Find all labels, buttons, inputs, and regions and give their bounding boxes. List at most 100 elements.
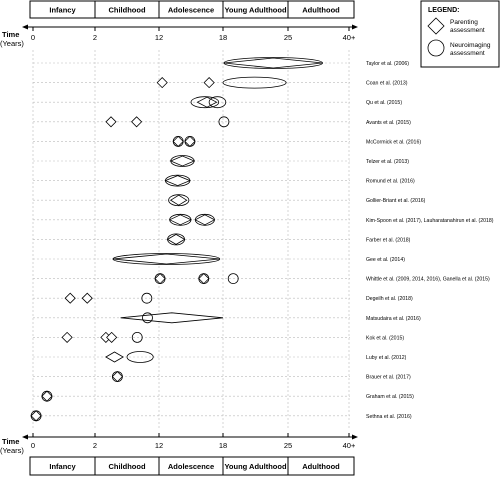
parenting-assessment-mark: [64, 292, 76, 304]
study-label: Qu et al. (2015): [366, 100, 402, 106]
stage-label-adulthood: Adulthood: [302, 6, 340, 15]
bottom-time-label: Time: [2, 437, 19, 446]
parenting-assessment-mark: [169, 194, 188, 206]
tick-label: 2: [93, 441, 97, 450]
study-label: Farber et al. (2018): [366, 237, 411, 243]
study-row: Kok et al. (2015): [33, 331, 404, 343]
study-label: Avants et al. (2015): [366, 120, 411, 126]
bottom-stage-bar-frame: [29, 456, 355, 476]
top-ticks: 0 2 12 18 25 40+: [31, 27, 356, 42]
study-label: Telzer et al. (2013): [366, 159, 409, 165]
neuroimaging-assessment-mark: [222, 76, 287, 89]
study-label: Gee et al. (2014): [366, 257, 405, 263]
study-label: Graham et al. (2015): [366, 394, 414, 400]
study-row: Telzer et al. (2013): [33, 155, 409, 167]
tick-label: 12: [155, 33, 163, 42]
study-label: Kim-Spoon et al. (2017), Lauharatanahiru…: [366, 218, 494, 224]
top-axis-arrow-right: [352, 24, 358, 30]
study-label: Kok et al. (2015): [366, 335, 404, 341]
study-label: Whittle et al. (2009, 2014, 2016), Ganel…: [366, 277, 490, 283]
legend-diamond-icon: [427, 17, 445, 35]
legend-parenting-label: Parenting: [450, 19, 478, 26]
neuroimaging-assessment-mark: [154, 273, 166, 285]
study-row: Sethna et al. (2016): [30, 410, 412, 422]
parenting-assessment-mark: [120, 312, 224, 324]
stage-label-infancy: Infancy: [49, 6, 76, 15]
parenting-assessment-mark: [61, 331, 73, 343]
neuroimaging-assessment-mark: [184, 135, 196, 147]
study-rows: Taylor et al. (2006) Coan et al. (2013) Qu…: [30, 57, 494, 422]
tick-label: 25: [284, 33, 292, 42]
tick-label: 18: [219, 33, 227, 42]
legend-parenting-label-line2: assessment: [450, 27, 485, 34]
legend: LEGEND: Parenting assessment Neuroimagin…: [420, 0, 500, 68]
stage-label-childhood: Childhood: [108, 6, 145, 15]
bottom-axis-arrow-left: [22, 434, 28, 440]
parenting-assessment-mark: [112, 253, 220, 265]
bottom-stage-bar: Infancy Childhood Adolescence Young Adul…: [29, 456, 355, 476]
parenting-assessment-mark: [105, 116, 117, 128]
study-row: Farber et al. (2018): [33, 233, 411, 246]
study-label: Romund et al. (2016): [366, 179, 415, 185]
stage-gridlines: [32, 50, 350, 430]
top-stage-bar-frame: [29, 0, 355, 19]
study-row: Matsudaira et al. (2016): [33, 312, 421, 324]
study-row: Gollier-Briant et al. (2016): [33, 194, 426, 207]
study-label: Sethna et al. (2016): [366, 414, 412, 420]
neuroimaging-assessment-mark: [126, 351, 154, 363]
parenting-assessment-mark: [106, 331, 118, 343]
neuroimaging-assessment-mark: [190, 96, 220, 109]
stage-label-adolescence: Adolescence: [168, 462, 214, 471]
tick-label: 40+: [343, 441, 356, 450]
neuroimaging-assessment-mark: [142, 312, 153, 324]
neuroimaging-assessment-mark: [141, 292, 153, 304]
study-row: Luby et al. (2012): [33, 351, 407, 363]
parenting-assessment-mark: [105, 351, 124, 363]
parenting-assessment-mark: [203, 77, 215, 89]
study-label: Matsudaira et al. (2016): [366, 316, 421, 322]
study-label: McCormick et al. (2016): [366, 139, 421, 145]
study-row: Brauer et al. (2017): [33, 371, 411, 383]
study-row: Gee et al. (2014): [33, 253, 405, 265]
study-row: Taylor et al. (2006): [33, 57, 409, 69]
stage-label-young-adulthood: Young Adulthood: [224, 6, 286, 15]
neuroimaging-assessment-mark: [223, 57, 323, 69]
study-row: Degeilh et al. (2018): [33, 292, 413, 304]
study-row: Whittle et al. (2009, 2014, 2016), Ganel…: [33, 273, 490, 285]
neuroimaging-assessment-mark: [170, 155, 195, 167]
legend-circle-icon: [427, 39, 445, 57]
bottom-axis-arrow-right: [352, 434, 358, 440]
study-row: Graham et al. (2015): [33, 390, 414, 402]
study-row: Avants et al. (2015): [33, 116, 411, 128]
legend-neuroimaging-label: Neuroimaging: [450, 42, 491, 49]
tick-label: 25: [284, 441, 292, 450]
neuroimaging-assessment-mark: [41, 390, 53, 402]
neuroimaging-assessment-mark: [169, 213, 192, 226]
tick-label: 40+: [343, 33, 356, 42]
tick-label: 2: [93, 33, 97, 42]
top-time-axis: Time (Years) 0 2 12 18 25 40+: [0, 24, 358, 48]
parenting-assessment-mark: [156, 77, 168, 89]
neuroimaging-assessment-mark: [168, 194, 190, 207]
neuroimaging-assessment-mark: [198, 273, 210, 285]
neuroimaging-assessment-mark: [131, 331, 143, 343]
stage-label-childhood: Childhood: [108, 462, 145, 471]
study-label: Degeilh et al. (2018): [366, 296, 413, 302]
neuroimaging-assessment-mark: [208, 96, 227, 109]
study-label: Taylor et al. (2006): [366, 61, 409, 67]
parenting-assessment-mark: [196, 96, 218, 108]
study-row: McCormick et al. (2016): [33, 135, 421, 147]
neuroimaging-assessment-mark: [30, 410, 42, 422]
study-row: Kim-Spoon et al. (2017), Lauharatanahiru…: [33, 213, 494, 226]
stage-label-adolescence: Adolescence: [168, 6, 214, 15]
legend-neuroimaging-label-line2: assessment: [450, 50, 485, 57]
neuroimaging-assessment-mark: [165, 174, 191, 187]
parenting-assessment-mark: [131, 116, 143, 128]
neuroimaging-assessment-mark: [112, 371, 123, 383]
stage-label-infancy: Infancy: [49, 462, 76, 471]
neuroimaging-assessment-mark: [194, 213, 215, 226]
bottom-time-axis: Time (Years) 0 2 12 18 25 40+: [0, 433, 358, 455]
study-label: Luby et al. (2012): [366, 355, 407, 361]
legend-title: LEGEND:: [428, 7, 460, 14]
